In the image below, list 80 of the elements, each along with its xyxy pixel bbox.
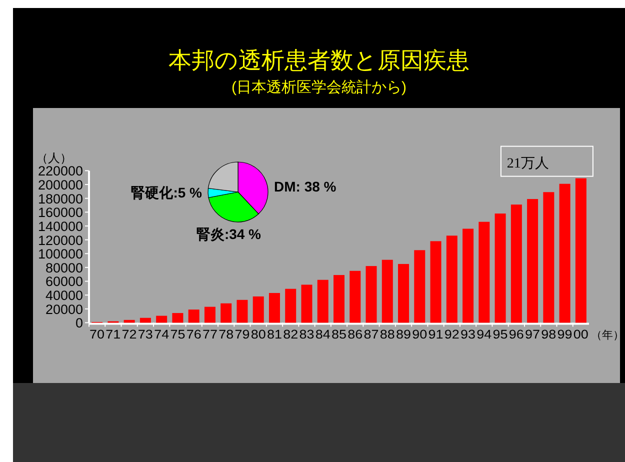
bar	[268, 292, 280, 323]
x-tick-label: 73	[138, 328, 153, 342]
y-tick-label: 160000	[38, 205, 83, 220]
x-tick-label: 70	[90, 328, 105, 342]
bar	[252, 296, 264, 323]
bar	[430, 241, 442, 323]
y-tick-label: 220000	[38, 164, 83, 179]
x-tick-label: 00	[573, 328, 588, 342]
bar	[382, 260, 393, 323]
chart-title: 本邦の透析患者数と原因疾患	[168, 47, 470, 73]
y-tick-label: 100000	[38, 246, 83, 262]
bar	[188, 310, 200, 323]
x-tick-label: 90	[412, 328, 428, 342]
x-tick-label: 71	[106, 328, 121, 342]
y-axis-title: （人）	[36, 151, 72, 165]
bar	[334, 275, 344, 323]
slice-label: 腎炎:34 %	[196, 226, 262, 242]
x-tick-label: 87	[364, 328, 379, 342]
x-tick-label: 72	[122, 328, 137, 342]
y-tick-label: 140000	[38, 218, 83, 234]
x-tick-label: 91	[428, 328, 444, 342]
x-tick-label: 93	[460, 328, 476, 342]
bar	[124, 320, 135, 323]
x-tick-label: 92	[444, 328, 460, 342]
y-tick-label: 20000	[45, 302, 83, 317]
chart-subtitle: (日本透析医学会統計から)	[232, 79, 406, 96]
x-tick-label: 89	[396, 328, 412, 342]
x-tick-label: 84	[315, 328, 330, 342]
bar	[140, 318, 151, 323]
x-tick-label: 80	[250, 328, 266, 342]
bar	[285, 288, 296, 323]
x-tick-label: 82	[283, 328, 298, 342]
annotation: 21万人	[506, 155, 549, 172]
bar	[236, 300, 248, 323]
bar	[220, 303, 232, 323]
y-tick-label: 120000	[38, 232, 83, 248]
y-tick-label: 180000	[38, 191, 83, 206]
y-tick-label: 200000	[38, 178, 83, 193]
bar	[204, 306, 216, 323]
slice-label: 腎硬化:5 %	[131, 184, 203, 200]
x-tick-label: 98	[541, 328, 556, 342]
bar	[527, 199, 538, 323]
y-tick-label: 60000	[45, 274, 83, 290]
x-tick-label: 81	[266, 328, 282, 342]
bar	[414, 250, 426, 323]
y-tick-label: 40000	[45, 288, 83, 304]
x-tick-label: 75	[170, 328, 186, 342]
x-tick-label: 77	[202, 328, 218, 342]
bar	[317, 280, 328, 323]
bar	[366, 266, 377, 323]
bar	[301, 284, 312, 323]
x-tick-label: 74	[154, 328, 170, 342]
x-tick-label: 99	[557, 328, 572, 342]
bar	[494, 214, 506, 323]
bar	[172, 313, 184, 323]
bar	[156, 316, 168, 323]
y-tick-label: 80000	[45, 260, 83, 276]
x-tick-label: 78	[218, 328, 234, 342]
x-tick-label: 95	[492, 328, 508, 342]
bar	[478, 222, 490, 323]
bar	[510, 204, 522, 323]
x-tick-label: 96	[508, 328, 524, 342]
x-axis-title: （年）	[591, 330, 624, 342]
bar	[398, 264, 410, 323]
x-tick-label: 88	[380, 328, 395, 342]
bar	[559, 184, 570, 323]
x-tick-label: 83	[299, 328, 314, 342]
x-tick-label: 79	[234, 328, 250, 342]
x-tick-label: 97	[525, 328, 540, 342]
bar	[575, 178, 586, 323]
x-tick-label: 76	[186, 328, 202, 342]
x-tick-label: 85	[332, 328, 347, 342]
y-tick-label: 0	[75, 316, 83, 331]
x-tick-label: 86	[348, 328, 363, 342]
bar	[543, 192, 554, 323]
bar	[462, 228, 474, 323]
bar	[446, 236, 458, 323]
x-tick-label: 94	[476, 328, 492, 342]
slice-label: DM: 38 %	[274, 178, 337, 194]
bar	[350, 270, 361, 323]
